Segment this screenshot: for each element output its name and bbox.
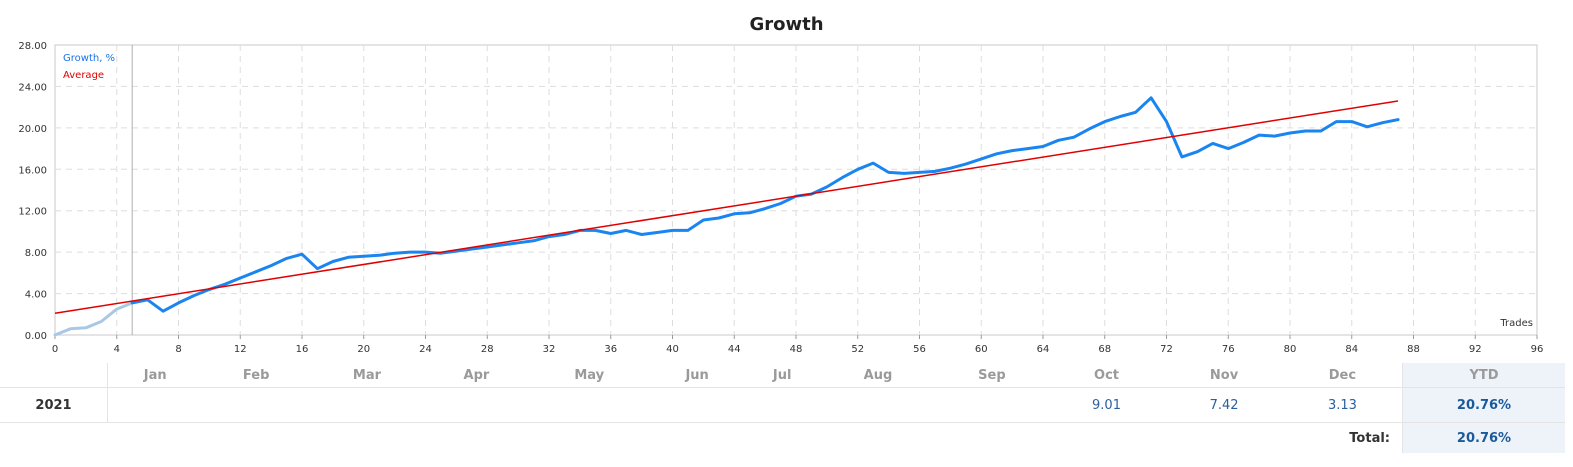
summary-table: Jan Feb Mar Apr May Jun Jul Aug Sep Oct … <box>0 363 1565 453</box>
ytd-value: 20.76% <box>1402 387 1565 423</box>
legend-growth: Growth, % <box>63 53 116 64</box>
month-value <box>744 387 820 423</box>
year-row-2021: 2021 9.01 7.42 3.13 20.76% <box>0 387 1565 423</box>
growth-line-initial <box>53 301 134 337</box>
month-header: Feb <box>202 363 310 388</box>
ytd-header: YTD <box>1402 363 1565 388</box>
month-value <box>107 387 203 423</box>
x-tick-label: 68 <box>1098 344 1111 355</box>
month-value <box>649 387 745 423</box>
month-header: Dec <box>1282 363 1403 388</box>
x-tick-label: 52 <box>851 344 864 355</box>
month-header: Oct <box>1047 363 1166 388</box>
month-header: Jun <box>649 363 745 388</box>
x-tick-label: 0 <box>52 344 58 355</box>
x-tick-label: 4 <box>114 344 120 355</box>
y-tick-label: 28.00 <box>18 41 47 52</box>
month-header: Jan <box>107 363 203 388</box>
growth-line <box>130 96 1400 313</box>
month-header: Mar <box>309 363 425 388</box>
x-tick-label: 92 <box>1469 344 1482 355</box>
total-row: Total: 20.76% <box>0 422 1565 453</box>
y-tick-label: 0.00 <box>25 331 47 342</box>
legend-average: Average <box>63 70 105 81</box>
x-tick-label: 40 <box>666 344 679 355</box>
x-tick-label: 28 <box>481 344 494 355</box>
month-header: May <box>528 363 650 388</box>
x-tick-label: 24 <box>419 344 432 355</box>
month-value <box>819 387 937 423</box>
year-label: 2021 <box>0 387 108 423</box>
month-header: Nov <box>1165 363 1283 388</box>
growth-chart: 0 4 8 12 16 20 24 28 32 36 40 44 48 52 56 60 64 68 72 76 80 8… <box>18 41 1544 355</box>
y-tick-label: 4.00 <box>25 290 47 301</box>
x-tick-label: 84 <box>1345 344 1358 355</box>
x-tick-label: 76 <box>1222 344 1235 355</box>
x-tick-label: 8 <box>175 344 181 355</box>
x-tick-label: 88 <box>1407 344 1420 355</box>
month-value-dec: 3.13 <box>1282 387 1403 423</box>
month-header: Jul <box>744 363 820 388</box>
month-header: Aug <box>819 363 937 388</box>
x-tick-label: 12 <box>234 344 247 355</box>
month-value <box>202 387 310 423</box>
x-tick-label: 64 <box>1037 344 1050 355</box>
y-tick-label: 24.00 <box>18 82 47 93</box>
summary-header-row: Jan Feb Mar Apr May Jun Jul Aug Sep Oct … <box>0 363 1565 388</box>
total-value: 20.76% <box>1402 422 1565 453</box>
y-tick-label: 12.00 <box>18 207 47 218</box>
chart-title: Growth <box>749 14 824 35</box>
x-tick-label: 32 <box>543 344 556 355</box>
x-tick-label: 56 <box>913 344 926 355</box>
month-value <box>528 387 650 423</box>
chart-legend: Growth, % Average <box>63 50 115 84</box>
x-tick-label: 36 <box>604 344 617 355</box>
x-tick-label: 96 <box>1531 344 1544 355</box>
average-line <box>54 100 1399 314</box>
y-tick-label: 8.00 <box>25 248 47 259</box>
month-value <box>424 387 529 423</box>
x-tick-label: 80 <box>1284 344 1297 355</box>
x-tick-label: 72 <box>1160 344 1173 355</box>
y-tick-label: 20.00 <box>18 124 47 135</box>
x-tick-label: 44 <box>728 344 741 355</box>
x-axis-label: Trades <box>1500 318 1533 329</box>
month-value-nov: 7.42 <box>1165 387 1283 423</box>
header-year-blank <box>0 363 108 388</box>
x-tick-label: 60 <box>975 344 988 355</box>
x-tick-label: 48 <box>790 344 803 355</box>
x-tick-label: 20 <box>357 344 370 355</box>
x-tick-label: 16 <box>296 344 309 355</box>
y-tick-label: 16.00 <box>18 165 47 176</box>
month-header: Sep <box>936 363 1048 388</box>
month-value <box>309 387 425 423</box>
month-header: Apr <box>424 363 529 388</box>
month-value <box>936 387 1048 423</box>
total-label: Total: <box>1349 430 1390 446</box>
month-value-oct: 9.01 <box>1047 387 1166 423</box>
